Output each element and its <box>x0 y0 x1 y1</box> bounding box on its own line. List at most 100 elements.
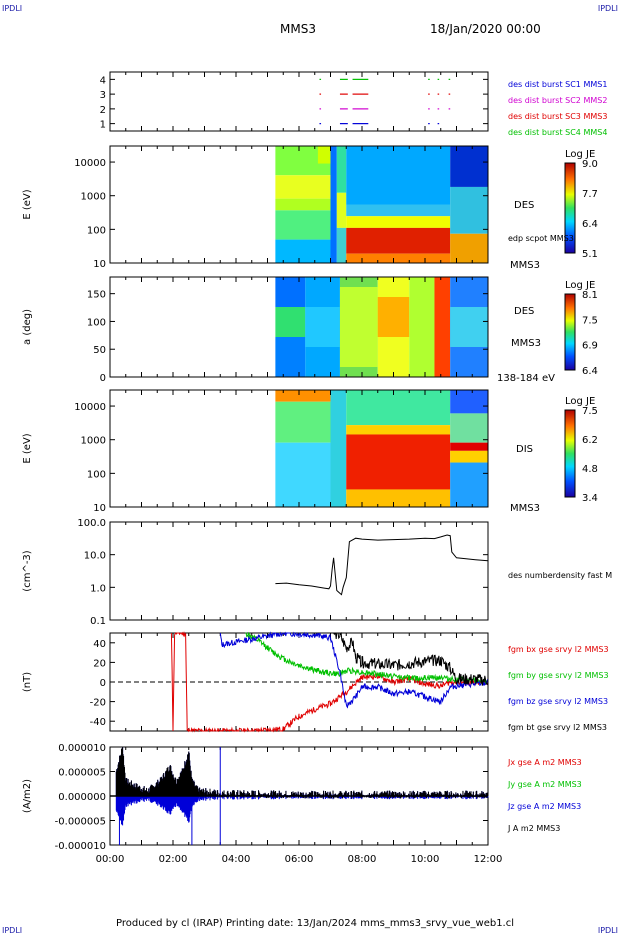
dis_energy-cell <box>346 390 451 426</box>
dis_energy-colorbar-frame <box>564 409 576 498</box>
des_energy-cell <box>275 198 331 211</box>
des_energy-cell <box>346 253 451 263</box>
des_energy-cell <box>336 146 347 193</box>
des-pitch-y-label: 100 <box>87 317 106 328</box>
dis_energy-cell <box>450 462 488 507</box>
magnetic-ylabel: (nT) <box>22 672 33 692</box>
x-axis-tick-label: 12:00 <box>474 854 503 865</box>
des_pitch-colorbar-title: Log JE <box>565 280 595 291</box>
burst-legend-entry: des dist burst SC2 MMS2 <box>508 96 607 105</box>
des_pitch-cell <box>339 287 378 367</box>
des_energy-cell <box>336 192 347 228</box>
des-energy-y-label: 10 <box>93 259 106 270</box>
page-title: MMS3 <box>280 22 316 36</box>
des_energy-cell <box>346 227 451 254</box>
dis_energy-label: MMS3 <box>510 503 540 514</box>
des_energy-cell <box>275 239 331 263</box>
x-axis-tick-label: 06:00 <box>285 854 314 865</box>
des_energy-cell <box>450 146 488 187</box>
current-y-label: 0.000010 <box>58 743 106 754</box>
dis-energy-y-label: 1000 <box>81 436 106 447</box>
dis_energy-cell <box>450 390 488 414</box>
des_pitch-cell <box>409 277 435 377</box>
burst-legend-entry: des dist burst SC4 MMS4 <box>508 128 607 137</box>
x-axis-tick-label: 10:00 <box>411 854 440 865</box>
des_energy-cell <box>346 146 451 205</box>
des_pitch-colorbar-tick-label: 6.4 <box>582 366 598 377</box>
x-axis-tick-label: 04:00 <box>222 854 251 865</box>
dis-energy-y-label: 10000 <box>74 402 106 413</box>
des_energy-cell <box>317 146 331 164</box>
footer-credits: Produced by cl (IRAP) Printing date: 13/… <box>115 918 515 929</box>
des_energy-cell <box>346 216 451 228</box>
dis_energy-cell <box>275 442 331 507</box>
density-series-line <box>275 534 489 596</box>
des_pitch-cell <box>450 307 488 347</box>
dis_energy-cell <box>275 390 331 402</box>
dis_energy-cell <box>275 401 331 443</box>
des-energy-y-label: 10000 <box>74 158 106 169</box>
des-pitch-y-label: 0 <box>100 373 106 384</box>
des_energy-cell <box>275 210 331 240</box>
magnetic-y-label: 0 <box>100 678 106 689</box>
des_pitch-cell <box>275 307 306 337</box>
burst-legend-entry: des dist burst SC1 MMS1 <box>508 80 607 89</box>
des_energy-ylabel: E (eV) <box>22 189 33 219</box>
dis_energy-label: DIS <box>516 444 533 455</box>
des_energy-colorbar-frame <box>564 162 576 254</box>
dis_energy-ylabel: E (eV) <box>22 433 33 463</box>
density-legend-entry: des numberdensity fast M <box>508 571 612 580</box>
density-y-label: 10.0 <box>84 551 106 562</box>
des_pitch-cell <box>434 277 451 377</box>
des_pitch-colorbar-tick-label: 7.5 <box>582 315 598 326</box>
dis_energy-cell <box>450 450 488 463</box>
dis_energy-cell <box>346 434 451 490</box>
des_pitch-cell <box>377 297 410 337</box>
x-axis-tick-label: 02:00 <box>159 854 188 865</box>
des_pitch-colorbar-frame <box>564 293 576 371</box>
dis_energy-colorbar-tick-label: 7.5 <box>582 406 598 417</box>
current-y-label: 0.000000 <box>58 792 106 803</box>
corner-logo-bottom-right: IPDLI <box>597 926 618 935</box>
burst-y-label: 3 <box>100 90 106 101</box>
corner-logo-top-right: IPDLI <box>597 4 618 13</box>
current-y-label: -0.000005 <box>55 817 106 828</box>
des_pitch-label: DES <box>514 306 534 317</box>
density-panel-frame <box>109 521 489 621</box>
magnetic-series-line <box>170 631 489 733</box>
burst-y-label: 1 <box>100 120 106 131</box>
dis_energy-colorbar-tick-label: 3.4 <box>582 493 598 504</box>
current-legend-entry: Jx gse A m2 MMS3 <box>507 758 582 767</box>
magnetic-y-label: -20 <box>90 698 106 709</box>
des_energy-colorbar-gradient <box>565 163 575 253</box>
magnetic-series-line <box>219 631 489 709</box>
burst-panel-frame <box>109 71 489 132</box>
des_energy-label: MMS3 <box>510 260 540 271</box>
corner-logo-bottom-left: IPDLI <box>2 926 23 935</box>
dis_energy-cell <box>346 425 451 435</box>
des-energy-y-label: 100 <box>87 225 106 236</box>
des_energy-label: edp scpot MMS3 <box>508 234 574 243</box>
des_energy-colorbar-title: Log JE <box>565 149 595 160</box>
current-legend-entry: Jz gse A m2 MMS3 <box>507 802 581 811</box>
corner-logo-top-left: IPDLI <box>2 4 23 13</box>
dis_energy-cell <box>330 390 347 507</box>
density-ylabel: (cm^-3) <box>22 550 33 591</box>
des_pitch-ylabel: a (deg) <box>22 309 33 345</box>
des_energy-cell <box>330 146 337 263</box>
magnetic-legend-entry: fgm bx gse srvy l2 MMS3 <box>508 645 609 654</box>
des_energy-cell <box>450 233 488 263</box>
des-energy-y-label: 1000 <box>81 192 106 203</box>
page-date: 18/Jan/2020 00:00 <box>430 22 541 36</box>
des_pitch-cell <box>275 277 306 307</box>
current-y-label: 0.000005 <box>58 768 106 779</box>
magnetic-series-line <box>333 632 489 686</box>
current-legend-entry: Jy gse A m2 MMS3 <box>507 780 582 789</box>
dis_energy-colorbar-title: Log JE <box>565 396 595 407</box>
des_energy-cell <box>275 175 331 199</box>
des_energy-cell <box>336 227 347 263</box>
current-ylabel: (A/m2) <box>22 779 33 813</box>
dis_energy-colorbar-tick-label: 4.8 <box>582 464 598 475</box>
dis-energy-y-label: 100 <box>87 469 106 480</box>
x-axis-tick-label: 08:00 <box>348 854 377 865</box>
